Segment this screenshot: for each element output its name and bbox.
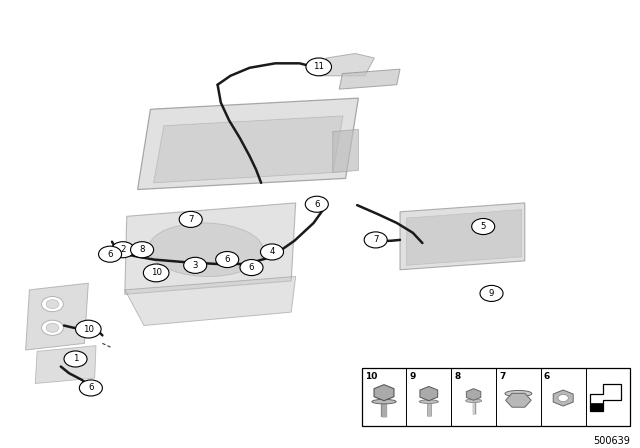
Polygon shape — [26, 283, 88, 350]
Circle shape — [260, 244, 284, 260]
Circle shape — [64, 351, 87, 367]
Text: 10: 10 — [83, 325, 94, 334]
Text: 9: 9 — [489, 289, 494, 298]
Circle shape — [111, 242, 134, 258]
Ellipse shape — [466, 399, 482, 402]
Ellipse shape — [372, 399, 396, 404]
Polygon shape — [553, 390, 573, 406]
Circle shape — [42, 320, 63, 336]
Text: 11: 11 — [313, 62, 324, 71]
Circle shape — [216, 251, 239, 267]
Circle shape — [179, 211, 202, 228]
Circle shape — [184, 257, 207, 273]
FancyBboxPatch shape — [362, 368, 630, 426]
Text: 6: 6 — [249, 263, 254, 272]
Circle shape — [79, 380, 102, 396]
Polygon shape — [35, 345, 96, 383]
Text: 6: 6 — [314, 200, 319, 209]
Circle shape — [364, 232, 387, 248]
Text: 4: 4 — [269, 247, 275, 256]
Polygon shape — [333, 129, 358, 172]
Circle shape — [305, 196, 328, 212]
Polygon shape — [406, 210, 522, 265]
Circle shape — [306, 58, 332, 76]
Polygon shape — [320, 53, 374, 76]
Text: 7: 7 — [188, 215, 193, 224]
Text: 10: 10 — [365, 372, 377, 381]
Circle shape — [480, 285, 503, 302]
Text: 7: 7 — [373, 235, 378, 245]
Polygon shape — [590, 403, 603, 411]
Text: 6: 6 — [544, 372, 550, 381]
Circle shape — [558, 395, 568, 401]
Circle shape — [99, 246, 122, 262]
Circle shape — [240, 259, 263, 276]
Polygon shape — [339, 69, 400, 89]
Text: 6: 6 — [88, 383, 93, 392]
Text: 8: 8 — [454, 372, 461, 381]
Circle shape — [42, 297, 63, 312]
Circle shape — [46, 300, 59, 309]
Text: 3: 3 — [193, 261, 198, 270]
Text: 5: 5 — [481, 222, 486, 231]
Circle shape — [46, 323, 59, 332]
Text: 6: 6 — [108, 250, 113, 258]
Text: 9: 9 — [410, 372, 416, 381]
Circle shape — [472, 219, 495, 235]
Text: 500639: 500639 — [593, 435, 630, 446]
Circle shape — [143, 264, 169, 282]
Text: 1: 1 — [73, 354, 78, 363]
Polygon shape — [154, 116, 343, 183]
Polygon shape — [420, 387, 438, 401]
Ellipse shape — [419, 400, 438, 403]
Polygon shape — [400, 203, 525, 270]
Polygon shape — [125, 276, 296, 326]
Ellipse shape — [505, 391, 532, 396]
Circle shape — [76, 320, 101, 338]
Text: 8: 8 — [140, 245, 145, 254]
Circle shape — [131, 242, 154, 258]
Polygon shape — [506, 393, 531, 407]
Ellipse shape — [148, 223, 264, 276]
Polygon shape — [467, 389, 481, 400]
Text: 6: 6 — [225, 255, 230, 264]
Text: 10: 10 — [150, 268, 162, 277]
Polygon shape — [125, 203, 296, 294]
Text: 2: 2 — [120, 245, 125, 254]
Polygon shape — [374, 385, 394, 401]
Polygon shape — [138, 98, 358, 190]
Polygon shape — [590, 384, 621, 411]
Text: 7: 7 — [499, 372, 506, 381]
